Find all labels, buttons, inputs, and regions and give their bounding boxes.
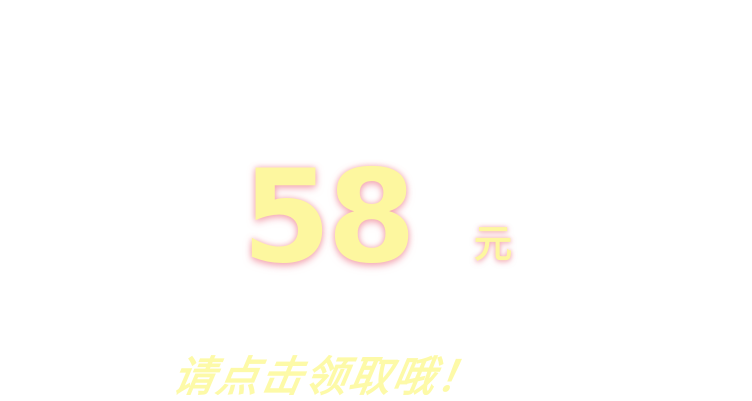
coupon-currency-unit: 元	[474, 222, 513, 266]
coupon-amount: 58	[242, 143, 416, 292]
claim-coupon-link[interactable]: 请点击领取哦！	[169, 352, 486, 401]
